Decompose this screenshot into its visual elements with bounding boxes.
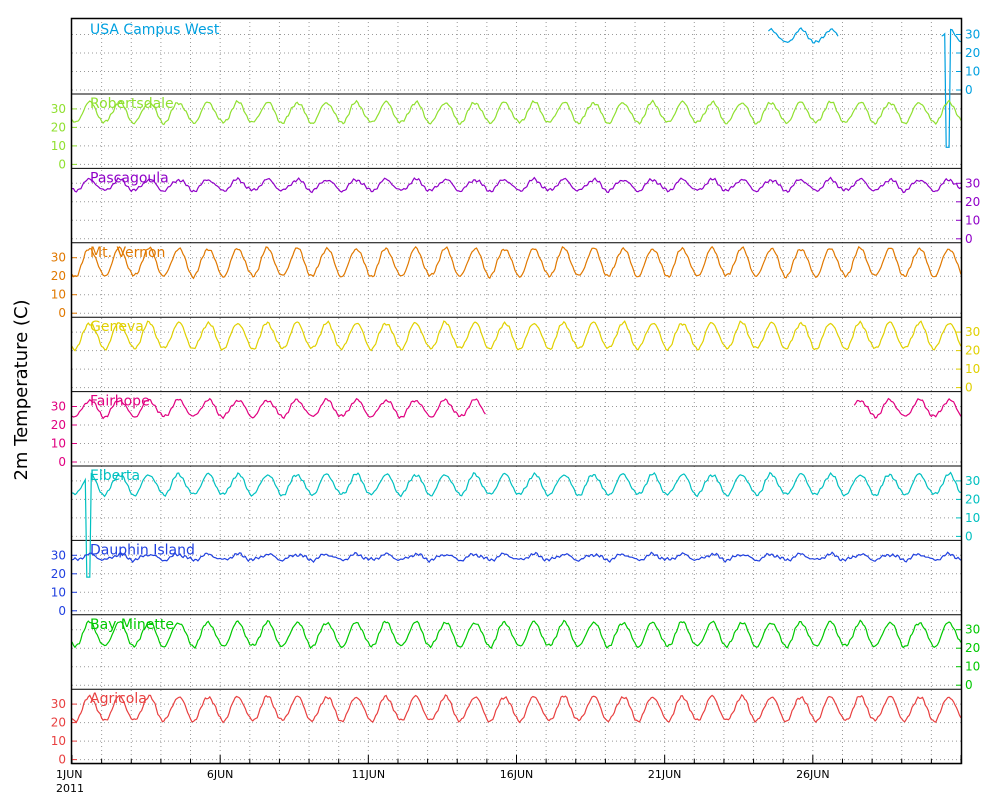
y-tick-label: 0: [965, 678, 973, 692]
series-line: [71, 471, 962, 578]
y-tick-label: 0: [965, 529, 973, 543]
x-tick-label: 16JUN: [500, 768, 534, 781]
station-label: Fairhope: [90, 394, 150, 410]
y-tick-label: 10: [51, 437, 66, 451]
y-tick-label: 30: [965, 28, 980, 42]
y-tick-label: 30: [965, 176, 980, 190]
station-label: Dauphin Island: [90, 542, 195, 558]
series-line: [71, 551, 962, 564]
y-tick-label: 10: [965, 213, 980, 227]
plot-frame: [70, 17, 963, 765]
station-label: Robertsdale: [90, 96, 174, 112]
y-tick-label: 10: [965, 660, 980, 674]
y-tick-label: 10: [965, 362, 980, 376]
series-line: [72, 176, 962, 194]
label-layer: 1JUN 6JUN 11JUN 16JUN 21JUN 26JUN 2011 0 10 20 30 U…: [51, 22, 981, 795]
x-tick-label: 21JUN: [648, 768, 682, 781]
y-tick-label: 0: [965, 232, 973, 246]
station-label: USA Campus West: [90, 22, 220, 38]
y-tick-label: 30: [51, 548, 66, 562]
x-tick-label: 1JUN: [56, 768, 83, 781]
y-tick-label: 20: [965, 46, 980, 60]
y-tick-label: 20: [965, 344, 980, 358]
series-layer: [71, 27, 962, 724]
y-tick-label: 30: [51, 400, 66, 414]
series-line: [71, 397, 962, 420]
y-axis-label: 2m Temperature (C): [11, 299, 32, 480]
y-tick-label: 30: [51, 102, 66, 116]
station-label: Bay Minette: [90, 617, 174, 633]
y-tick-label: 20: [51, 269, 66, 283]
series-line: [767, 27, 962, 148]
y-tick-label: 30: [965, 623, 980, 637]
y-tick-label: 0: [58, 753, 66, 767]
y-tick-label: 20: [965, 641, 980, 655]
y-tick-label: 0: [58, 455, 66, 469]
y-tick-label: 0: [965, 381, 973, 395]
year-label: 2011: [56, 782, 84, 795]
y-tick-label: 0: [58, 157, 66, 171]
y-tick-label: 10: [51, 288, 66, 302]
series-line: [71, 693, 962, 724]
y-tick-label: 10: [51, 585, 66, 599]
x-tick-label: 26JUN: [796, 768, 830, 781]
y-tick-label: 20: [51, 567, 66, 581]
x-tick-label: 11JUN: [352, 768, 386, 781]
y-tick-label: 20: [51, 120, 66, 134]
series-line: [71, 245, 962, 280]
y-tick-label: 10: [51, 139, 66, 153]
y-tick-label: 20: [965, 492, 980, 506]
y-tick-label: 10: [965, 511, 980, 525]
y-tick-label: 30: [965, 474, 980, 488]
series-line: [71, 99, 962, 126]
y-tick-label: 0: [58, 306, 66, 320]
station-label: Agricola: [90, 691, 147, 707]
station-label: Geneva: [90, 319, 144, 335]
y-tick-label: 20: [965, 195, 980, 209]
y-tick-label: 10: [51, 734, 66, 748]
y-tick-label: 20: [51, 716, 66, 730]
station-label: Pascagoula: [90, 170, 169, 186]
grid-layer: [72, 18, 961, 765]
station-label: Elberta: [90, 468, 140, 484]
series-line: [71, 320, 962, 352]
y-tick-label: 20: [51, 418, 66, 432]
y-tick-label: 30: [51, 251, 66, 265]
x-tick-label: 6JUN: [207, 768, 234, 781]
y-tick-label: 30: [51, 697, 66, 711]
station-label: Mt. Vernon: [90, 245, 165, 261]
y-tick-label: 30: [965, 325, 980, 339]
y-tick-label: 0: [58, 604, 66, 618]
y-tick-label: 0: [965, 83, 973, 97]
y-tick-label: 10: [965, 65, 980, 79]
series-line: [71, 619, 962, 650]
